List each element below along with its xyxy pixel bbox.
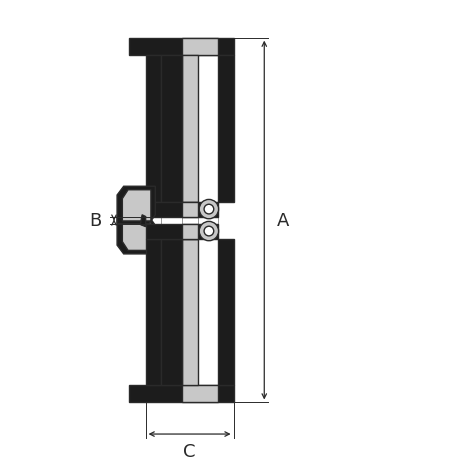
Polygon shape [146, 239, 160, 385]
Text: B: B [89, 212, 101, 230]
Circle shape [204, 205, 213, 214]
Polygon shape [181, 39, 217, 56]
Circle shape [199, 200, 218, 219]
Circle shape [204, 227, 213, 236]
Polygon shape [140, 214, 146, 226]
Text: C: C [183, 442, 196, 459]
Polygon shape [181, 385, 217, 403]
Polygon shape [146, 202, 217, 217]
Polygon shape [181, 56, 198, 202]
Text: A: A [276, 212, 288, 230]
Polygon shape [181, 224, 198, 239]
Polygon shape [181, 202, 198, 217]
Polygon shape [217, 56, 233, 202]
Polygon shape [160, 56, 181, 202]
Polygon shape [129, 385, 233, 403]
Circle shape [199, 222, 218, 241]
Polygon shape [122, 190, 151, 222]
Polygon shape [122, 220, 151, 251]
Polygon shape [181, 239, 198, 385]
Polygon shape [117, 217, 155, 254]
Polygon shape [146, 224, 217, 239]
Polygon shape [146, 56, 160, 202]
Polygon shape [140, 215, 146, 227]
Polygon shape [117, 187, 155, 224]
Polygon shape [160, 239, 181, 385]
Polygon shape [217, 239, 233, 385]
Polygon shape [129, 39, 233, 56]
